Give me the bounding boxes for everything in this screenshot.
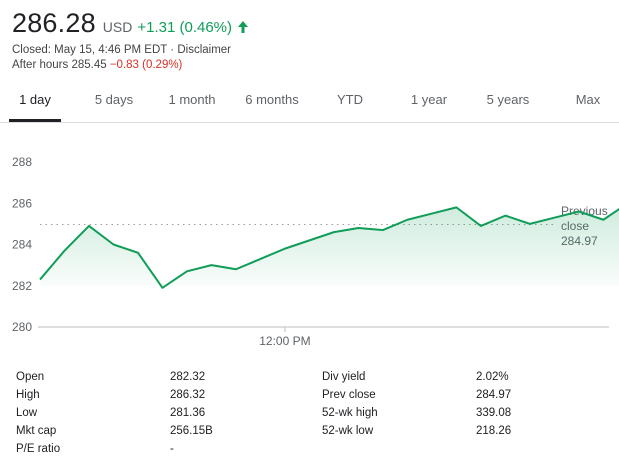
quote-header: 286.28 USD +1.31 (0.46%) Closed: May 15,… [12,8,619,73]
open-label: Open [16,371,45,383]
y-tick-label: 282 [12,279,32,293]
price-change: +1.31 (0.46%) [137,19,233,36]
y-tick-label: 284 [12,238,32,252]
arrow-up-icon [238,21,249,33]
after-hours-change: −0.83 (0.29%) [109,59,183,71]
price-line [39,206,619,289]
pe-ratio-value: - [170,443,174,455]
tab-1-year[interactable]: 1 year [410,92,448,107]
high-value: 286.32 [170,389,206,401]
tab-max[interactable]: Max [575,92,601,107]
open-value: 282.32 [170,371,206,383]
stat-row-1: Open 282.32 Div yield 2.02% [16,368,616,386]
high-label: High [16,389,40,401]
52wk-low-label: 52-wk low [322,425,374,437]
x-tick-label: 12:00 PM [259,334,310,348]
stat-row-2: High 286.32 Prev close 284.97 [16,386,616,404]
current-price: 286.28 [12,8,96,38]
tab-1-day[interactable]: 1 day [9,80,61,122]
low-value: 281.36 [170,407,206,419]
mkt-cap-value: 256.15B [170,425,213,437]
52wk-high-label: 52-wk high [322,407,378,419]
disclaimer-link[interactable]: Disclaimer [177,44,231,56]
52wk-high-value: 339.08 [476,407,512,419]
market-status: Closed: May 15, 4:46 PM EDT · Disclaimer… [12,43,619,73]
tab-1-month[interactable]: 1 month [168,92,216,107]
tab-6-months[interactable]: 6 months [245,92,299,107]
price-area-fill [40,207,619,288]
mkt-cap-label: Mkt cap [16,425,57,437]
price-row: 286.28 USD +1.31 (0.46%) [12,8,619,38]
range-tabs: 1 day 5 days 1 month 6 months YTD 1 year… [0,80,619,123]
currency-code: USD [102,19,133,35]
stat-row-5: P/E ratio - [16,440,616,458]
pe-ratio-label: P/E ratio [16,443,61,455]
after-hours-price: After hours 285.45 [12,59,107,71]
closed-time: Closed: May 15, 4:46 PM EDT · [12,44,178,56]
y-tick-label: 288 [12,155,32,169]
stat-row-4: Mkt cap 256.15B 52-wk low 218.26 [16,422,616,440]
y-tick-label: 286 [12,196,32,210]
div-yield-value: 2.02% [476,371,509,383]
52wk-low-value: 218.26 [476,425,512,437]
y-tick-label: 280 [12,320,32,334]
stat-row-3: Low 281.36 52-wk high 339.08 [16,404,616,422]
low-label: Low [16,407,38,419]
div-yield-label: Div yield [322,371,366,383]
prev-close-value: 284.97 [476,389,512,401]
tab-5-years[interactable]: 5 years [486,92,530,107]
stats-table: Open 282.32 Div yield 2.02% High 286.32 … [16,368,616,458]
tab-5-days[interactable]: 5 days [94,92,134,107]
prev-close-label: Prev close [322,389,376,401]
tab-ytd[interactable]: YTD [337,92,363,107]
